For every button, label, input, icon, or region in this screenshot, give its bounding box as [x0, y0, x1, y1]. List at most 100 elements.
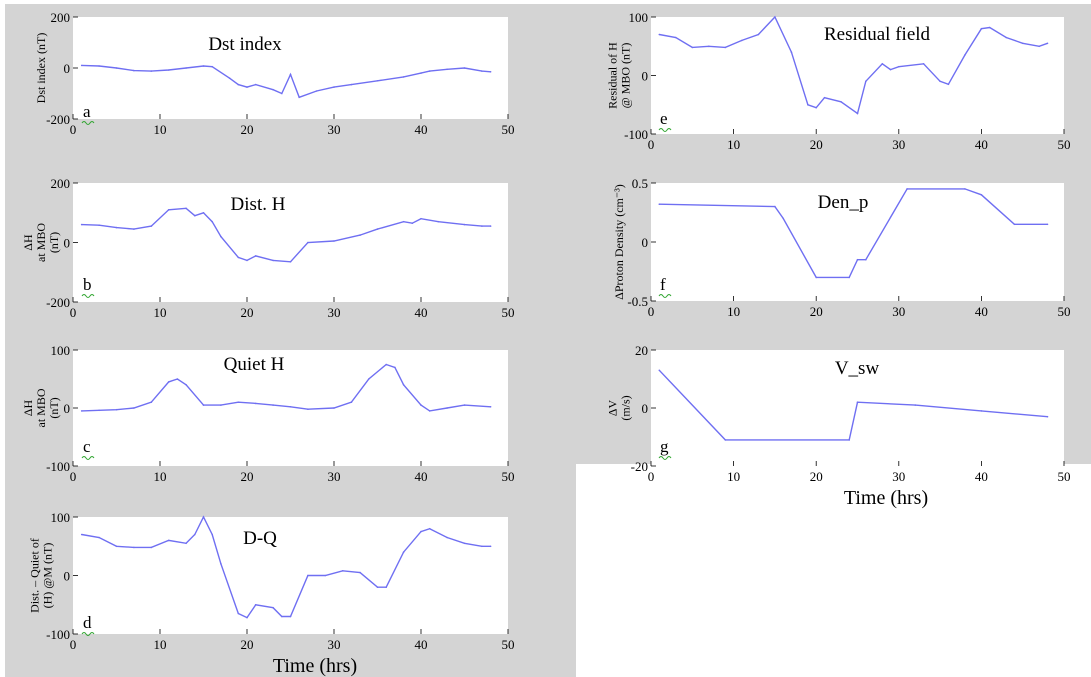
data-point-d-28 [481, 545, 483, 548]
x-tick-label-e-5: 50 [1058, 137, 1071, 152]
data-point-g-0 [658, 369, 661, 372]
plot-area-f [651, 183, 1064, 301]
data-point-a-22 [420, 72, 422, 74]
y-tick-label-b-0: -200 [46, 295, 70, 310]
y-tick-label-g-0: -20 [631, 459, 648, 474]
data-point-a-21 [402, 76, 405, 78]
y-tick-label-d-0: -100 [46, 627, 70, 642]
y-axis-label-f: ΔProton Density (cm⁻³) [612, 184, 626, 300]
x-tick-label-d-5: 50 [502, 637, 515, 652]
data-point-a-18 [333, 86, 335, 88]
x-axis-title-right: Time (hrs) [844, 487, 928, 509]
series-line-e [659, 15, 1048, 115]
data-point-d-12 [246, 616, 248, 619]
data-point-a-8 [211, 65, 213, 68]
y-tick-label-b-1: 0 [64, 236, 71, 251]
data-point-e-11 [823, 96, 826, 99]
data-point-a-16 [298, 96, 301, 99]
data-point-b-16 [307, 241, 309, 244]
data-point-b-11 [237, 256, 240, 259]
data-point-c-3 [133, 407, 135, 409]
y-tick-label-d-2: 100 [51, 510, 71, 525]
data-point-d-9 [211, 533, 213, 536]
y-axis-label-line-d-1: (H) @M (nT) [41, 543, 55, 609]
data-point-c-17 [368, 378, 370, 380]
x-tick-label-e-2: 20 [810, 137, 823, 152]
x-tick-label-f-5: 50 [1058, 304, 1071, 319]
x-tick-label-c-0: 0 [70, 469, 77, 484]
data-point-b-10 [220, 235, 222, 238]
data-point-a-26 [481, 70, 483, 72]
data-point-e-3 [708, 45, 710, 48]
data-point-e-14 [865, 80, 867, 83]
data-point-f-4 [848, 276, 850, 279]
y-axis-label-a: Dst index (nT) [34, 33, 48, 104]
data-point-a-27 [489, 71, 492, 73]
y-axis-label-line-c-1: at MBO [34, 388, 48, 427]
x-tick-label-g-0: 0 [648, 469, 655, 484]
data-point-d-13 [254, 604, 257, 606]
y-axis-label-line-d-0: Dist. – Quiet of [28, 538, 42, 613]
x-tick-label-b-3: 30 [328, 305, 341, 320]
y-axis-label-e: Residual of H @ MBO (nT) [606, 42, 633, 109]
data-point-a-5 [167, 69, 170, 71]
x-tick-label-b-5: 50 [502, 305, 515, 320]
data-point-d-25 [428, 527, 431, 530]
data-point-f-6 [865, 258, 867, 261]
x-tick-label-c-2: 20 [241, 469, 254, 484]
data-point-g-5 [980, 410, 983, 412]
y-axis-label-line-g-1: (m/s) [619, 395, 633, 420]
x-tick-label-f-1: 10 [727, 304, 740, 319]
data-point-a-6 [185, 67, 187, 69]
y-tick-label-f-0: -0.5 [627, 294, 648, 309]
series-line-d [81, 515, 491, 619]
x-tick-label-c-4: 40 [415, 469, 428, 484]
plot-area-b [73, 183, 508, 302]
data-point-d-6 [185, 542, 187, 545]
x-tick-label-a-0: 0 [70, 122, 77, 137]
data-point-a-14 [281, 92, 283, 95]
data-point-a-4 [150, 70, 153, 72]
data-point-e-9 [807, 104, 809, 106]
y-axis-label-line-b-0: ΔH [21, 234, 35, 251]
data-point-c-13 [289, 406, 292, 408]
panel-letter-e: e [660, 109, 668, 128]
x-tick-label-g-4: 40 [975, 469, 988, 484]
y-tick-label-a-0: -200 [46, 112, 70, 127]
data-point-d-26 [446, 536, 448, 539]
x-tick-label-g-1: 10 [727, 469, 740, 484]
y-axis-label-line-b-1: at MBO [34, 223, 48, 262]
spellcheck-squiggle-e [658, 128, 672, 132]
data-point-g-3 [856, 401, 859, 404]
data-point-e-27 [1046, 42, 1049, 45]
y-axis-label-b: ΔH at MBO (nT) [21, 223, 61, 262]
data-point-d-20 [359, 571, 361, 574]
y-tick-label-e-1: 0 [642, 69, 649, 84]
data-point-c-8 [202, 404, 205, 406]
x-tick-label-b-0: 0 [70, 305, 77, 320]
data-point-a-1 [98, 65, 100, 67]
data-point-e-2 [691, 46, 694, 49]
data-point-e-22 [980, 27, 983, 30]
chart-title-g: V_sw [835, 358, 880, 379]
data-point-b-9 [211, 220, 213, 223]
x-tick-label-a-3: 30 [328, 122, 341, 137]
data-point-a-2 [115, 67, 118, 69]
spellcheck-squiggle-g [658, 456, 672, 460]
data-point-c-0 [80, 410, 83, 412]
data-point-e-6 [757, 33, 760, 36]
x-tick-label-f-3: 30 [892, 304, 905, 319]
data-point-d-24 [420, 530, 422, 533]
x-tick-label-g-5: 50 [1058, 469, 1071, 484]
x-tick-label-c-5: 50 [502, 469, 515, 484]
data-point-f-2 [782, 217, 784, 220]
data-point-c-11 [254, 402, 257, 405]
data-point-a-13 [272, 88, 274, 91]
data-point-d-22 [385, 586, 388, 588]
plot-area-e [651, 17, 1064, 134]
y-axis-label-c: ΔH at MBO (nT) [21, 388, 61, 427]
data-point-c-6 [176, 378, 179, 380]
